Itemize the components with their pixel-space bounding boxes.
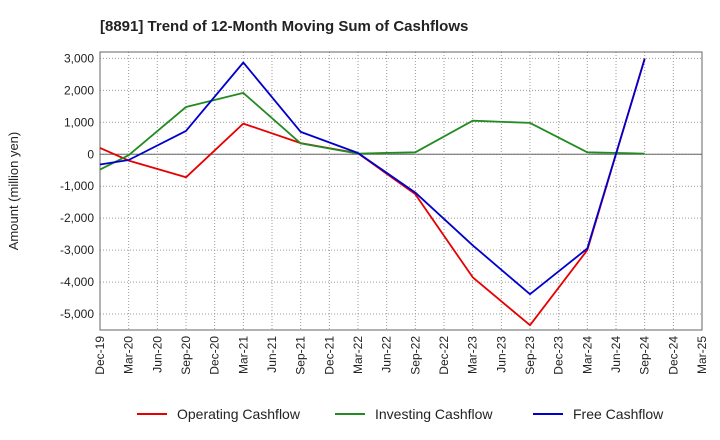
- x-tick-label: Sep-21: [294, 336, 308, 375]
- x-tick-label: Mar-21: [236, 336, 250, 374]
- plot-area: [99, 51, 703, 331]
- x-tick-label: Jun-20: [150, 336, 164, 373]
- legend-label: Operating Cashflow: [177, 406, 301, 422]
- y-tick-label: 0: [87, 147, 94, 161]
- legend-label: Free Cashflow: [573, 406, 664, 422]
- y-tick-label: -5,000: [60, 307, 94, 321]
- x-tick-label: Mar-20: [122, 336, 136, 374]
- x-tick-label: Mar-23: [466, 336, 480, 374]
- x-tick-label: Dec-20: [208, 336, 222, 375]
- x-tick-label: Dec-22: [437, 336, 451, 375]
- x-tick-label: Mar-25: [695, 336, 709, 374]
- y-tick-label: -4,000: [60, 275, 94, 289]
- x-tick-label: Mar-22: [351, 336, 365, 374]
- x-tick-label: Dec-23: [552, 336, 566, 375]
- x-tick-label: Mar-24: [580, 336, 594, 374]
- y-axis-ticks: 3,000 2,000 1,000 0 -1,000 -2,000 -3,000 -4,000…: [60, 51, 94, 321]
- y-tick-label: -3,000: [60, 243, 94, 257]
- legend-label: Investing Cashflow: [375, 406, 493, 422]
- chart-title: [8891] Trend of 12-Month Moving Sum of C…: [100, 18, 468, 35]
- series-line-free-cashflow: [99, 58, 646, 296]
- y-tick-label: 2,000: [64, 83, 94, 97]
- x-tick-label: Jun-21: [265, 336, 279, 373]
- series-lines: [99, 58, 646, 327]
- series-line-operating-cashflow: [99, 58, 646, 327]
- x-tick-label: Jun-24: [609, 336, 623, 373]
- x-tick-label: Dec-21: [322, 336, 336, 375]
- grid: [99, 52, 703, 330]
- x-axis-ticks: Dec-19 Mar-20 Jun-20 Sep-20 Dec-20 Mar-21 Jun-…: [93, 336, 709, 375]
- legend: Operating Cashflow Investing Cashflow Free…: [137, 406, 664, 422]
- x-tick-label: Jun-23: [494, 336, 508, 373]
- y-tick-label: -2,000: [60, 211, 94, 225]
- y-axis-label: Amount (million yen): [6, 132, 21, 251]
- series-line-investing-cashflow: [99, 92, 645, 171]
- x-tick-label: Jun-22: [380, 336, 394, 373]
- x-tick-label: Sep-20: [179, 336, 193, 375]
- y-tick-label: -1,000: [60, 179, 94, 193]
- y-tick-label: 3,000: [64, 51, 94, 65]
- x-tick-label: Dec-19: [93, 336, 107, 375]
- x-tick-label: Sep-23: [523, 336, 537, 375]
- x-tick-label: Sep-22: [408, 336, 422, 375]
- x-tick-label: Dec-24: [666, 336, 680, 375]
- y-tick-label: 1,000: [64, 115, 94, 129]
- x-tick-label: Sep-24: [638, 336, 652, 375]
